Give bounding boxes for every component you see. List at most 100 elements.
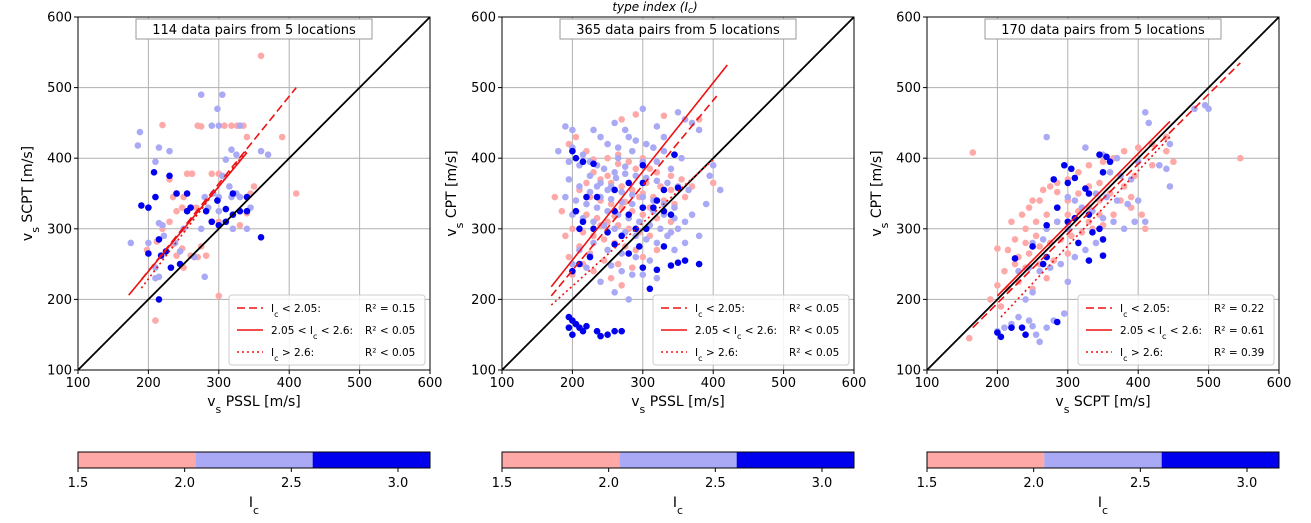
data-point-high — [222, 205, 230, 213]
data-point-high — [667, 211, 675, 218]
data-point-low — [1236, 154, 1244, 162]
data-point-mid — [614, 154, 622, 162]
colorbar-tick-label: 1.5 — [68, 476, 89, 491]
x-tick-label: 400 — [277, 376, 302, 391]
data-point-mid — [685, 186, 692, 194]
legend-label: 2.05 < Ic < 2.6: — [695, 325, 777, 341]
data-point-high — [1085, 190, 1093, 197]
data-point-mid — [264, 151, 272, 158]
data-point-low — [965, 334, 973, 342]
data-point-mid — [222, 156, 230, 163]
data-point-low — [166, 218, 173, 226]
data-point-mid — [586, 188, 594, 196]
data-point-mid — [1120, 225, 1128, 233]
data-point-mid — [160, 232, 168, 240]
data-point-mid — [197, 91, 205, 98]
data-point-mid — [657, 225, 664, 233]
data-point-low — [1022, 225, 1029, 233]
colorbar-segment — [619, 452, 737, 468]
data-point-high — [583, 193, 590, 201]
colorbar-tick-label: 2.0 — [1023, 476, 1044, 491]
data-point-high — [155, 236, 163, 243]
data-point-low — [604, 154, 611, 162]
data-point-mid — [583, 200, 590, 208]
data-point-high — [618, 327, 625, 335]
data-point-low — [646, 165, 654, 173]
data-point-high — [674, 259, 682, 266]
y-tick-label: 200 — [896, 293, 921, 308]
plot-frame — [77, 16, 431, 371]
data-point-high — [173, 190, 180, 197]
data-point-high — [565, 324, 573, 331]
data-point-low — [667, 172, 675, 180]
data-point-low — [1148, 161, 1156, 169]
data-point-low — [614, 260, 622, 268]
data-point-low — [183, 170, 191, 178]
data-point-low — [1110, 211, 1117, 218]
data-point-mid — [650, 144, 657, 151]
fit-line-dotted — [1000, 136, 1171, 318]
data-point-high — [593, 193, 601, 201]
data-point-mid — [1145, 119, 1153, 127]
data-point-low — [250, 183, 258, 190]
data-point-low — [228, 122, 235, 130]
data-point-mid — [1015, 313, 1022, 321]
data-point-mid — [604, 186, 611, 194]
data-point-high — [625, 211, 633, 218]
data-point-mid — [625, 296, 633, 303]
data-point-mid — [1057, 260, 1065, 268]
data-point-mid — [1141, 109, 1149, 116]
colorbar-label: Ic — [1098, 495, 1108, 517]
data-point-mid — [155, 144, 163, 151]
data-point-mid — [1110, 218, 1117, 226]
data-point-low — [1170, 158, 1177, 166]
data-point-low — [1008, 218, 1015, 226]
colorbar-tick-label: 2.0 — [174, 476, 195, 491]
data-point-low — [1043, 274, 1050, 282]
info-box: 365 data pairs from 5 locations — [559, 18, 797, 40]
data-point-mid — [1043, 133, 1050, 141]
data-point-low — [590, 232, 597, 240]
data-point-low — [173, 207, 180, 215]
data-point-mid — [590, 239, 597, 247]
data-point-mid — [572, 197, 580, 204]
data-point-mid — [653, 158, 661, 166]
data-point-low — [632, 165, 640, 173]
data-point-low — [1011, 260, 1019, 268]
x-tick-label: 300 — [630, 376, 655, 391]
data-point-mid — [618, 188, 625, 196]
info-box-frame — [135, 18, 373, 40]
data-point-mid — [639, 271, 647, 278]
data-point-high — [604, 331, 611, 339]
data-point-high — [611, 241, 618, 248]
data-point-high — [639, 204, 647, 211]
y-axis-label: vs CPT [m/s] — [869, 150, 891, 236]
data-point-high — [1060, 161, 1068, 169]
data-point-low — [607, 274, 615, 282]
x-tick-label: 500 — [1196, 376, 1221, 391]
data-point-low — [639, 211, 647, 218]
data-point-mid — [579, 151, 587, 158]
data-point-low — [221, 122, 228, 130]
data-point-low — [1001, 267, 1008, 275]
colorbar-2: 1.5 2.0 2.5 3.0 Ic — [492, 451, 855, 517]
data-point-high — [572, 207, 580, 215]
legend-frame — [652, 294, 850, 366]
x-axis-label: vs SCPT [m/s] — [1055, 394, 1150, 416]
data-point-mid — [664, 179, 671, 187]
data-point-high — [1029, 243, 1036, 250]
y-tick-label: 100 — [896, 364, 921, 379]
data-point-low — [1032, 232, 1040, 240]
data-point-mid — [604, 246, 611, 254]
legend-r2: R² = 0.22 — [1214, 303, 1264, 315]
data-point-mid — [681, 218, 689, 226]
data-point-high — [695, 260, 703, 268]
fit-line-dotted — [550, 159, 714, 306]
one-to-one-line — [78, 17, 430, 370]
x-tick-label: 300 — [206, 376, 231, 391]
data-point-low — [607, 200, 615, 208]
data-point-mid — [593, 204, 601, 211]
data-point-high — [1068, 165, 1075, 173]
data-point-low — [618, 116, 625, 123]
data-point-low — [618, 281, 625, 289]
